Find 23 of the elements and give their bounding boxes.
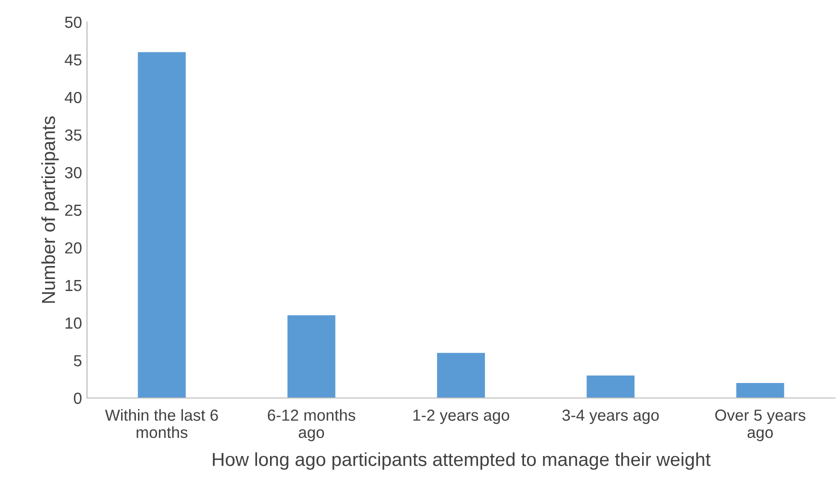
y-tick-label: 20 [65,242,82,254]
y-tick-label: 5 [74,355,82,366]
x-tick-label: Within the last 6 months [105,409,218,438]
y-tick-label: 30 [64,167,82,178]
x-tick-label: 3-4 years ago [562,410,659,424]
bar [736,382,784,398]
x-tick-label: 6-12 months ago [268,409,356,442]
bar [287,315,336,398]
y-tick-label: 45 [64,54,82,66]
y-tick-label: 40 [64,92,82,104]
y-tick-label: 50 [65,16,82,28]
bar [138,52,186,398]
y-axis-title: Number of participants [41,116,59,303]
bar [437,352,485,398]
y-tick-label: 0 [74,392,82,404]
x-axis-title: How long ago participants attempted to manage their weight [212,452,711,470]
y-tick-label: 10 [66,317,82,329]
x-tick-label: 1-2 years ago [413,410,510,424]
x-tick-label: Over 5 years ago [715,410,806,442]
y-tick-label: 15 [66,280,82,292]
y-tick-label: 25 [65,204,82,216]
bar [586,375,635,398]
y-tick-label: 35 [64,129,82,141]
